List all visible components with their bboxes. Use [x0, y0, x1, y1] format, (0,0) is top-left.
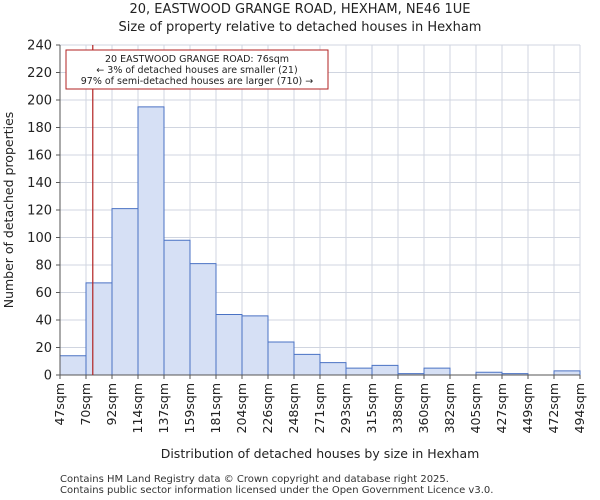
- histogram-bar: [553, 370, 581, 376]
- y-tick-label: 200: [27, 94, 52, 109]
- histogram-bar: [345, 367, 373, 376]
- x-tick-label: 159sqm: [182, 383, 197, 433]
- x-axis-label: Distribution of detached houses by size …: [161, 446, 480, 461]
- chart-title: 20, EASTWOOD GRANGE ROAD, HEXHAM, NE46 1…: [129, 2, 470, 17]
- annotation-line-2: ← 3% of detached houses are smaller (21): [96, 65, 297, 76]
- histogram-bar: [189, 263, 217, 376]
- histogram-bar: [267, 341, 295, 376]
- footer-attribution-2: Contains public sector information licen…: [60, 485, 494, 496]
- x-tick-label: 137sqm: [156, 383, 171, 433]
- x-tick-label: 315sqm: [364, 383, 379, 433]
- x-tick-label: 226sqm: [260, 383, 275, 433]
- histogram-chart: 20, EASTWOOD GRANGE ROAD, HEXHAM, NE46 1…: [1, 2, 587, 461]
- y-tick-label: 220: [27, 66, 52, 81]
- x-tick-label: 181sqm: [208, 383, 223, 433]
- histogram-bar: [423, 367, 451, 376]
- y-tick-label: 100: [27, 231, 52, 246]
- histogram-bar: [85, 282, 113, 376]
- x-tick-label: 338sqm: [390, 383, 405, 433]
- y-tick-label: 20: [35, 341, 52, 356]
- y-tick-label: 60: [35, 286, 52, 301]
- x-tick-label: 70sqm: [78, 383, 93, 426]
- x-tick-label: 360sqm: [416, 383, 431, 433]
- x-tick-label: 405sqm: [468, 383, 483, 433]
- histogram-bar: [111, 208, 139, 376]
- x-tick-label: 114sqm: [130, 383, 145, 433]
- x-tick-label: 293sqm: [338, 383, 353, 433]
- y-tick-label: 40: [35, 314, 52, 329]
- annotation-border: [65, 49, 329, 90]
- y-tick-label: 140: [27, 176, 52, 191]
- histogram-bar: [215, 314, 243, 376]
- x-tick-label: 204sqm: [234, 383, 249, 433]
- annotation-line-1: 20 EASTWOOD GRANGE ROAD: 76sqm: [105, 54, 289, 65]
- x-tick-label: 92sqm: [104, 383, 119, 426]
- histogram-bar: [293, 353, 321, 376]
- x-tick-label: 271sqm: [312, 383, 327, 433]
- histogram-bar: [319, 362, 347, 376]
- chart-subtitle: Size of property relative to detached ho…: [119, 20, 482, 35]
- x-tick-label: 47sqm: [52, 383, 67, 426]
- x-tick-label: 382sqm: [442, 383, 457, 433]
- y-tick-label: 80: [35, 259, 52, 274]
- histogram-bar: [241, 315, 269, 376]
- y-tick-label: 240: [27, 39, 52, 54]
- y-axis-label: Number of detached properties: [1, 112, 16, 309]
- histogram-bar: [163, 239, 191, 376]
- y-tick-label: 180: [27, 121, 52, 136]
- footer-attribution-1: Contains HM Land Registry data © Crown c…: [60, 474, 449, 485]
- x-tick-label: 472sqm: [546, 383, 561, 433]
- x-tick-label: 427sqm: [494, 383, 509, 433]
- x-tick-label: 449sqm: [520, 383, 535, 433]
- bars-layer: [59, 106, 581, 376]
- annotation-box: 20 EASTWOOD GRANGE ROAD: 76sqm ← 3% of d…: [65, 49, 329, 90]
- y-tick-label: 160: [27, 149, 52, 164]
- y-tick-label: 0: [44, 369, 52, 384]
- annotation-line-3: 97% of semi-detached houses are larger (…: [81, 76, 314, 87]
- histogram-bar: [59, 355, 87, 376]
- x-tick-label: 494sqm: [572, 383, 587, 433]
- y-tick-label: 120: [27, 204, 52, 219]
- x-tick-labels: 47sqm 70sqm 92sqm 114sqm 137sqm 159sqm 181sqm 2…: [52, 375, 587, 433]
- y-tick-labels: 0 20 40 60 80 100 120 140 160 180 200 220 240: [27, 39, 60, 384]
- histogram-bar: [137, 106, 165, 376]
- histogram-bar: [371, 364, 399, 376]
- x-tick-label: 248sqm: [286, 383, 301, 433]
